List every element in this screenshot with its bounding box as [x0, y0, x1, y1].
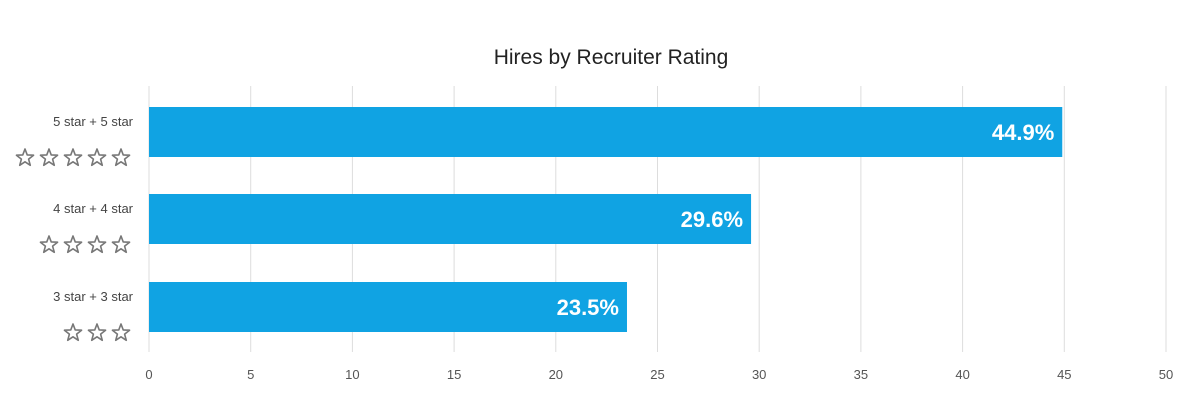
- bar-data-label: 29.6%: [681, 207, 743, 232]
- star-icon: [87, 235, 107, 254]
- star-icon: [39, 235, 59, 254]
- category-label: 5 star + 5 star: [53, 114, 134, 129]
- x-tick-label: 45: [1057, 367, 1071, 382]
- bar-data-label: 44.9%: [992, 120, 1054, 145]
- star-icon: [111, 148, 131, 167]
- chart-title: Hires by Recruiter Rating: [494, 46, 729, 69]
- star-icon: [111, 235, 131, 254]
- star-icon: [39, 148, 59, 167]
- star-icon: [87, 323, 107, 342]
- x-tick-label: 40: [955, 367, 969, 382]
- category-label: 3 star + 3 star: [53, 289, 134, 304]
- star-icon: [111, 323, 131, 342]
- x-tick-label: 15: [447, 367, 461, 382]
- star-icon: [63, 235, 83, 254]
- category-label: 4 star + 4 star: [53, 201, 134, 216]
- x-tick-label: 30: [752, 367, 766, 382]
- bar-data-label: 23.5%: [557, 295, 619, 320]
- star-icon: [63, 148, 83, 167]
- x-tick-label: 50: [1159, 367, 1173, 382]
- star-icon: [15, 148, 35, 167]
- x-tick-label: 5: [247, 367, 254, 382]
- x-tick-label: 10: [345, 367, 359, 382]
- star-icon: [63, 323, 83, 342]
- x-tick-label: 35: [854, 367, 868, 382]
- x-axis-ticks: 0 5 10 15 20 25 30 35 40 45 50: [145, 367, 1173, 382]
- x-tick-label: 25: [650, 367, 664, 382]
- bar: [149, 194, 752, 244]
- category-labels: 5 star + 5 star 4 star + 4 star 3 star + 3…: [15, 114, 134, 342]
- bar: [149, 282, 627, 332]
- x-tick-label: 0: [145, 367, 152, 382]
- bar: [149, 107, 1063, 157]
- bars: 44.9% 29.6% 23.5%: [149, 107, 1063, 332]
- x-tick-label: 20: [549, 367, 563, 382]
- star-icon: [87, 148, 107, 167]
